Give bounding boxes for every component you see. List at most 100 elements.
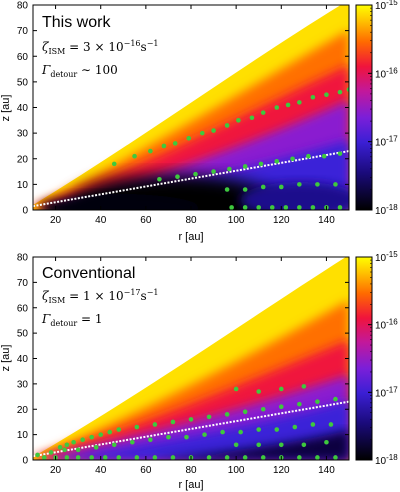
green-point: [211, 128, 216, 133]
y-tick-label: 40: [17, 103, 29, 114]
green-point: [57, 445, 63, 450]
surface-line: [33, 150, 349, 208]
green-point: [186, 135, 192, 141]
green-point: [107, 429, 113, 435]
green-point: [170, 455, 176, 460]
green-point: [274, 105, 280, 110]
green-point: [242, 164, 248, 169]
y-tick-label: 10: [17, 180, 29, 191]
green-point: [256, 427, 262, 432]
y-axis-label: z [au]: [0, 95, 12, 122]
green-point: [35, 452, 40, 458]
green-point: [306, 153, 311, 159]
green-point: [297, 182, 302, 187]
green-point: [315, 182, 320, 187]
y-tick-label: 60: [17, 52, 29, 63]
x-tick-label: 20: [50, 465, 62, 476]
y-ticks: 0 10 20 30 40 50 60 70 80: [17, 253, 349, 467]
green-point: [333, 182, 338, 187]
green-point: [233, 386, 239, 392]
x-tick-label: 60: [140, 465, 152, 476]
green-point: [64, 455, 70, 460]
y-tick-label: 50: [17, 329, 29, 340]
green-point: [75, 447, 81, 453]
green-point: [236, 118, 241, 123]
green-point: [337, 151, 343, 156]
green-point: [71, 439, 76, 445]
y-tick-label: 60: [17, 303, 29, 314]
green-point: [80, 437, 85, 443]
x-tick-label: 40: [95, 465, 107, 476]
green-point: [269, 205, 275, 210]
green-point: [297, 401, 302, 407]
green-point: [134, 455, 140, 460]
green-point: [260, 110, 266, 115]
y-tick-label: 80: [17, 253, 29, 264]
green-point: [130, 439, 135, 445]
green-point: [62, 447, 67, 453]
y-tick-label: 30: [17, 379, 29, 390]
green-point: [161, 143, 167, 149]
green-point: [184, 434, 189, 440]
x-tick-label: 120: [273, 215, 290, 226]
colorbar-tick-label: 10-16: [375, 66, 398, 80]
green-point: [152, 455, 158, 460]
green-point: [337, 89, 343, 95]
green-point: [132, 153, 137, 159]
heatmap-area: [33, 5, 349, 210]
x-axis-label: r [au]: [178, 479, 203, 491]
y-tick-label: 30: [17, 129, 29, 140]
y-tick-label: 50: [17, 77, 29, 88]
green-point: [206, 414, 212, 420]
green-point: [166, 434, 171, 440]
green-point: [297, 100, 302, 105]
green-point: [249, 115, 255, 121]
x-tick-label: 140: [318, 215, 335, 226]
green-point: [134, 424, 140, 430]
green-point: [211, 169, 216, 174]
green-point: [242, 455, 248, 460]
green-point: [260, 455, 266, 460]
x-tick-label: 140: [318, 465, 335, 476]
colorbar-tick-label: 10-17: [375, 135, 398, 149]
green-point: [283, 205, 289, 210]
colorbar: 10-15 10-16 10-17 10-18: [355, 250, 398, 467]
x-tick-label: 20: [50, 215, 62, 226]
green-point: [292, 424, 298, 430]
green-point: [333, 455, 338, 460]
green-point: [170, 419, 176, 425]
green-point: [337, 205, 343, 210]
green-point: [157, 176, 162, 182]
green-point: [315, 455, 320, 460]
green-point: [242, 187, 248, 192]
green-point: [175, 174, 180, 179]
y-ticks: 0 10 20 30 40 50 60 70 80: [17, 1, 349, 217]
green-point: [333, 396, 338, 402]
green-point: [321, 153, 327, 159]
green-point: [148, 437, 153, 443]
green-point: [278, 386, 284, 392]
green-point: [310, 205, 316, 210]
green-point: [93, 445, 99, 450]
green-point: [256, 442, 262, 448]
panel-title: Conventional: [42, 265, 135, 282]
annotation-zeta: ζISM = 3 × 10−16s−1: [42, 39, 159, 56]
green-point: [224, 123, 230, 128]
colorbar-ticks: 10-15 10-16 10-17 10-18: [368, 250, 398, 467]
green-point: [220, 429, 225, 435]
colorbar: 10-15 10-16 10-17 10-18: [355, 0, 398, 217]
colorbar-tick-label: 10-17: [375, 385, 398, 399]
green-point: [116, 427, 122, 432]
x-tick-label: 120: [273, 465, 290, 476]
green-point: [278, 404, 284, 410]
green-point: [256, 389, 262, 394]
green-point: [297, 455, 302, 460]
annotation-gamma: Γdetour = 1: [41, 312, 103, 328]
surface-line: [33, 400, 349, 458]
green-point: [274, 427, 280, 432]
y-tick-label: 70: [17, 278, 29, 289]
green-point: [152, 422, 158, 427]
green-point: [224, 455, 230, 460]
green-point: [102, 455, 108, 460]
